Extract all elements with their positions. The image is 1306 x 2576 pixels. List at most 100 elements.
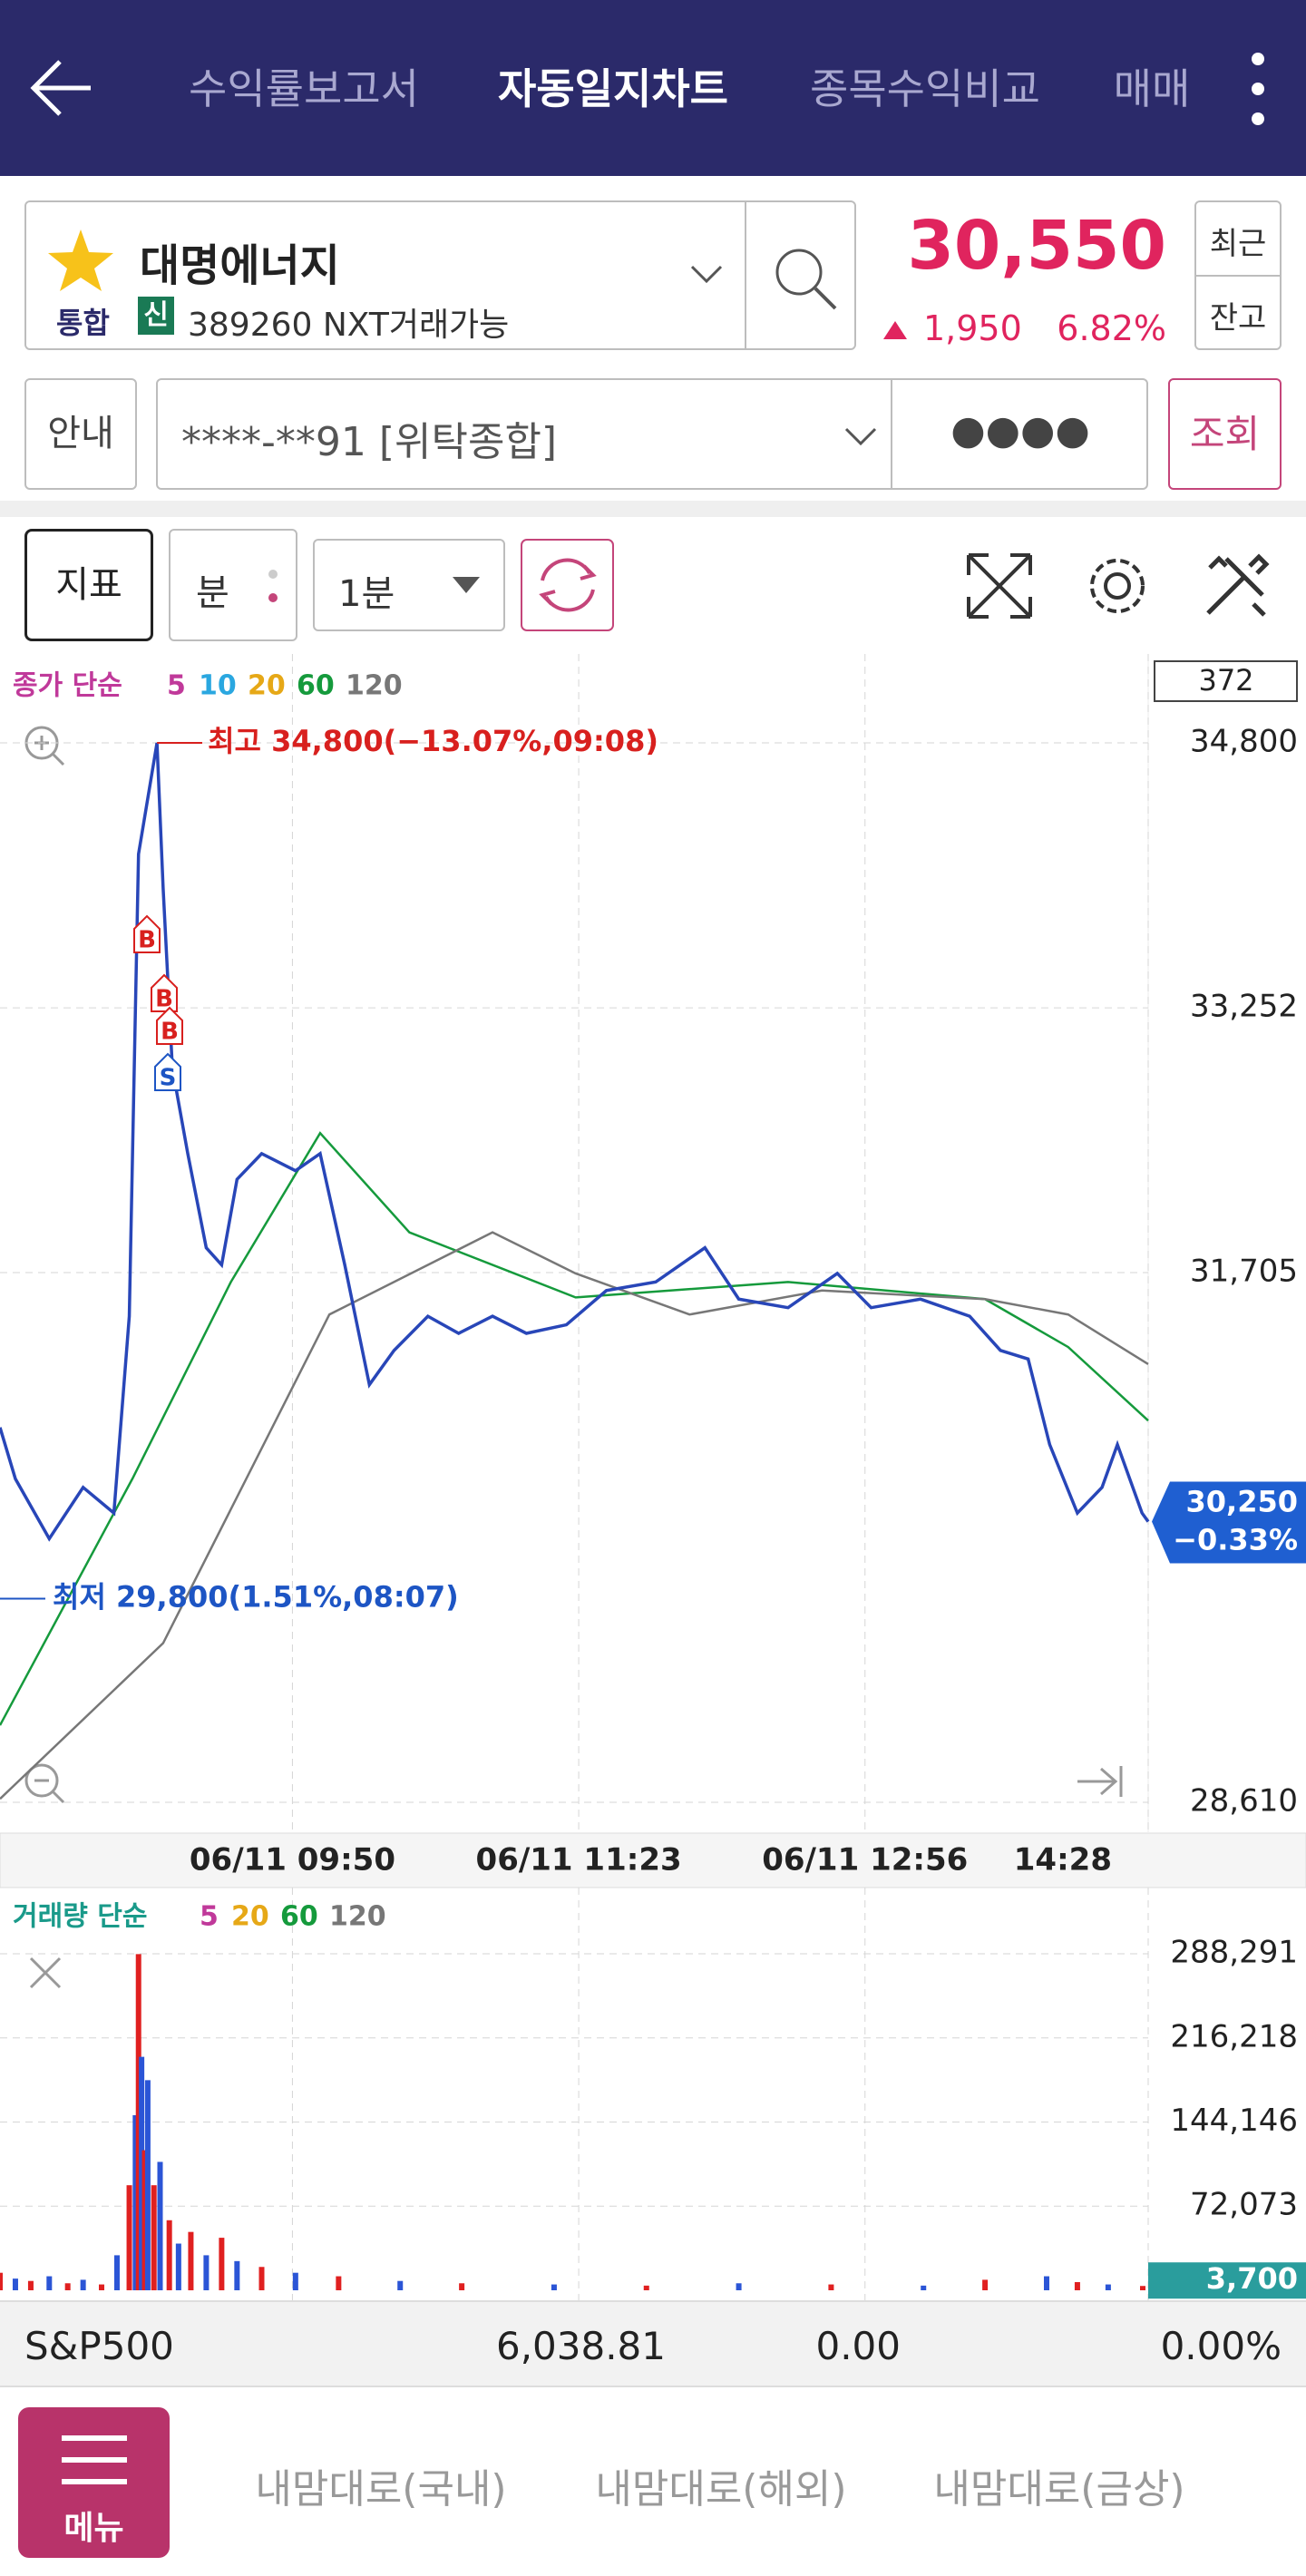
legend-entry: 120: [329, 1901, 386, 1933]
y-tick-label: 72,073: [1190, 2187, 1298, 2223]
divider: [891, 380, 892, 488]
volume-bar: [99, 2284, 105, 2290]
last-price-box: [1152, 1481, 1306, 1564]
legend-entry: 60: [280, 1901, 318, 1933]
period-type-button[interactable]: 분: [169, 529, 297, 641]
zoom-out[interactable]: [24, 1763, 65, 1804]
y-tick-label: 28,610: [1190, 1783, 1298, 1820]
favorite-star[interactable]: [46, 228, 115, 293]
volume-bar: [113, 2255, 120, 2290]
tab-active[interactable]: 자동일지차트: [498, 64, 728, 113]
volume-bar: [551, 2284, 557, 2290]
last-change: −0.33%: [1173, 1523, 1298, 1557]
password[interactable]: ●●●●: [950, 407, 1090, 454]
current-price: 30,550: [907, 207, 1166, 285]
trade-marker: [156, 1006, 183, 1045]
account-select[interactable]: ****-**91 [위탁종합] ●●●●: [156, 378, 1148, 490]
trade-marker-label: S: [160, 1065, 177, 1092]
recent-button[interactable]: 최근: [1209, 226, 1267, 262]
volume-bar: [921, 2285, 927, 2290]
legend-entry: 20: [248, 670, 286, 702]
volume-bar: [292, 2272, 298, 2290]
side-buttons: 최근 잔고: [1194, 200, 1282, 350]
trade-marker: [151, 973, 178, 1012]
y-tick-label: 31,705: [1190, 1254, 1298, 1290]
search-icon[interactable]: [770, 243, 843, 316]
guide-button[interactable]: 안내: [24, 378, 137, 490]
index-change: 0.00: [815, 2324, 901, 2368]
volume-bar: [397, 2280, 404, 2290]
interval-select[interactable]: 1분: [313, 539, 505, 631]
settings-button[interactable]: [1081, 550, 1154, 622]
trade-marker-label: B: [138, 927, 156, 954]
indicator-button[interactable]: 지표: [24, 529, 153, 641]
volume-bar: [234, 2260, 240, 2290]
volume-bar: [139, 2056, 145, 2290]
market: 통합: [56, 306, 110, 340]
x-axis-strip: [0, 1832, 1306, 1888]
stock-box[interactable]: 대명에너지 통합 신 389260 NXT거래가능: [24, 200, 856, 350]
chart: 34,800 33,252 31,705 28,610 06/11 09:50 06/11…: [0, 654, 1306, 2300]
low-label: 최저 29,800(1.51%,08:07): [53, 1579, 459, 1614]
volume-bar: [144, 2080, 151, 2290]
divider: [745, 202, 746, 348]
legend-title: 거래량 단순: [13, 1901, 147, 1933]
x-tick-label: 06/11 09:50: [190, 1842, 395, 1878]
volume-bar: [157, 2161, 163, 2290]
scroll-end[interactable]: [1077, 1766, 1123, 1797]
stock-name: 대명에너지: [140, 240, 340, 291]
legend-title: 종가 단순: [13, 670, 122, 702]
refresh-button[interactable]: [521, 539, 614, 631]
volume-bar: [336, 2276, 342, 2290]
x-tick-label: 06/11 12:56: [762, 1842, 968, 1878]
volume-bar: [203, 2255, 210, 2290]
volume-bar: [126, 2185, 132, 2290]
index-name: S&P500: [24, 2324, 174, 2368]
tools-button[interactable]: [1199, 550, 1272, 622]
divider: [1196, 275, 1280, 277]
legend-entry: 60: [297, 670, 335, 702]
volume-bar: [643, 2285, 649, 2290]
account-number: ****-**91 [위탁종합]: [181, 419, 558, 465]
change-rate: 6.82%: [1057, 308, 1166, 348]
nav-tab[interactable]: 내맘대로(금상): [933, 2466, 1185, 2513]
trade-marker-label: B: [161, 1019, 179, 1046]
legend-entry: 5: [200, 1901, 219, 1933]
y-tick-label: 216,218: [1170, 2018, 1298, 2054]
count-label: 372: [1198, 663, 1253, 698]
tab[interactable]: 매매: [1113, 64, 1191, 113]
volume-bar: [64, 2283, 71, 2290]
close-volume[interactable]: [29, 1956, 62, 1989]
moving-average: [0, 1131, 1149, 1726]
nav-tab[interactable]: 내맘대로(해외): [595, 2466, 847, 2513]
tab[interactable]: 수익률보고서: [189, 64, 419, 113]
y-tick-label: 34,800: [1190, 724, 1298, 760]
price-change: 1,950: [923, 308, 1022, 348]
volume-bar: [219, 2238, 225, 2290]
more-menu[interactable]: [1243, 50, 1273, 132]
volume-bar: [1074, 2281, 1080, 2290]
ticker-bar[interactable]: S&P500 6,038.81 0.00 0.00%: [0, 2300, 1306, 2386]
tab[interactable]: 종목수익비교: [810, 64, 1040, 113]
back-button[interactable]: [27, 56, 100, 120]
nav-tab[interactable]: 내맘대로(국내): [255, 2466, 507, 2513]
price-line: [0, 742, 1150, 1542]
fullscreen-button[interactable]: [963, 550, 1036, 622]
volume-bar: [1043, 2276, 1049, 2290]
volume-bar: [258, 2267, 265, 2290]
volume-bar: [459, 2283, 465, 2290]
up-arrow: [883, 321, 907, 339]
volume-bar: [188, 2231, 194, 2290]
high-label: 최고 34,800(−13.07%,09:08): [208, 724, 658, 758]
volume-bar: [166, 2220, 172, 2290]
legend-entry: 120: [346, 670, 403, 702]
interval: 1분: [338, 573, 395, 615]
balance-button[interactable]: 잔고: [1209, 300, 1267, 337]
volume-bar: [141, 2150, 148, 2290]
moving-average: [0, 1231, 1149, 1800]
query-button[interactable]: 조회: [1168, 378, 1282, 490]
volume-bar: [80, 2279, 86, 2290]
volume-bar: [1140, 2286, 1145, 2290]
menu-button[interactable]: 메뉴: [18, 2407, 170, 2558]
